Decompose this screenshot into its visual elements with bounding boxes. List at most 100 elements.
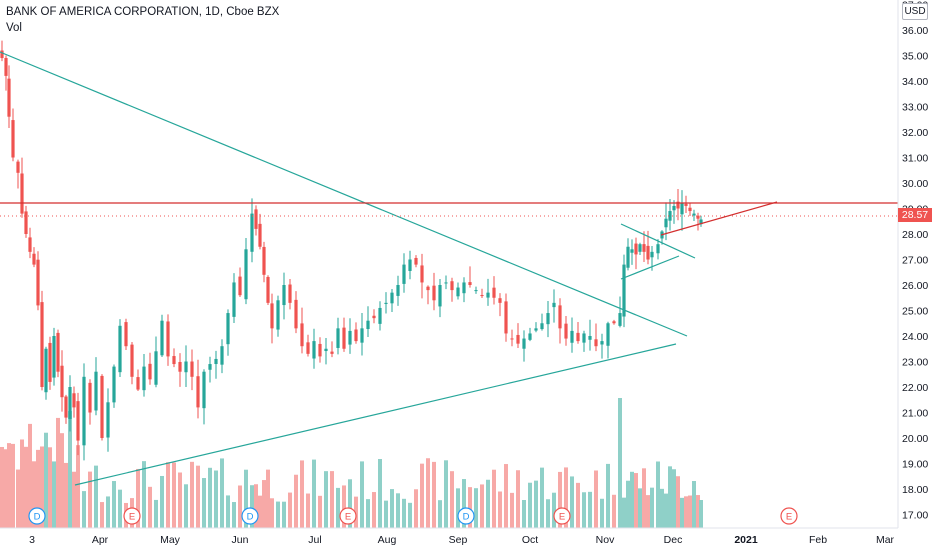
- candle: [330, 341, 334, 358]
- candle: [676, 188, 680, 221]
- event-marker-e[interactable]: E: [780, 507, 798, 525]
- candle: [48, 336, 52, 390]
- volume-bar: [384, 500, 388, 528]
- price-tick-label: 28.00: [902, 229, 928, 241]
- volume-bar: [56, 417, 60, 528]
- event-marker-e[interactable]: E: [123, 507, 141, 525]
- currency-button[interactable]: USD: [902, 3, 928, 20]
- price-tick-label: 25.00: [902, 306, 928, 318]
- volume-bar: [656, 461, 660, 528]
- candle: [266, 275, 270, 306]
- price-tick-label: 33.00: [902, 102, 928, 114]
- volume-label: Vol: [6, 22, 22, 34]
- price-tick-label: 35.00: [902, 51, 928, 63]
- price-tick-label: 30.00: [902, 178, 928, 190]
- rising-wedge-line[interactable]: [660, 201, 778, 236]
- candle: [32, 247, 36, 268]
- volume-bar: [142, 461, 146, 528]
- candle: [56, 329, 60, 378]
- candle: [384, 292, 388, 314]
- volume-bar: [668, 466, 672, 528]
- volume-bar: [576, 482, 580, 528]
- candle: [360, 312, 364, 356]
- candle: [336, 317, 340, 355]
- volume-bar: [450, 471, 454, 528]
- volume-bar: [100, 502, 104, 528]
- volume-bar: [94, 465, 98, 528]
- candle: [232, 273, 236, 323]
- candle: [262, 241, 266, 283]
- volume-bar: [630, 471, 634, 528]
- event-marker-d[interactable]: D: [28, 507, 46, 525]
- volume-bar: [626, 480, 630, 528]
- descending-trendline[interactable]: [0, 51, 688, 337]
- event-marker-d[interactable]: D: [241, 507, 259, 525]
- volume-bar: [16, 469, 20, 528]
- volume-bar: [516, 470, 520, 528]
- event-marker-e[interactable]: E: [553, 507, 571, 525]
- candle: [68, 375, 72, 432]
- candle: [112, 364, 116, 408]
- event-marker-d[interactable]: D: [457, 507, 475, 525]
- volume-bar: [136, 468, 140, 528]
- volume-bar: [510, 492, 514, 528]
- time-axis[interactable]: 3 Apr May Jun Jul Aug Sep Oct Nov Dec 2021 Feb Mar: [0, 527, 898, 546]
- volume-bar: [564, 467, 568, 528]
- volume-bar: [366, 499, 370, 528]
- candle: [576, 321, 580, 344]
- candle: [699, 215, 703, 227]
- price-tick-label: 20.00: [902, 433, 928, 445]
- volume-bar: [282, 501, 286, 528]
- candle: [154, 336, 158, 388]
- candle: [294, 291, 298, 334]
- candle: [656, 239, 660, 260]
- volume-bar: [426, 458, 430, 528]
- volume-bar: [456, 488, 460, 528]
- time-tick-label: Oct: [522, 534, 538, 546]
- volume-bar: [462, 479, 466, 528]
- volume-bar: [638, 488, 642, 528]
- candle: [276, 295, 280, 337]
- volume-bar: [300, 460, 304, 528]
- volume-bar: [420, 463, 424, 528]
- candle: [618, 296, 622, 328]
- event-marker-e[interactable]: E: [339, 507, 357, 525]
- volume-bar: [276, 501, 280, 528]
- candle: [20, 157, 24, 218]
- candle: [504, 293, 508, 342]
- candle: [486, 278, 490, 306]
- pennant-lower-line[interactable]: [620, 255, 680, 280]
- volume-bar: [106, 496, 110, 528]
- svg-text:D: D: [247, 512, 254, 523]
- candle: [40, 290, 44, 391]
- volume-bar: [214, 470, 218, 528]
- candle: [130, 342, 134, 385]
- volume-bar: [588, 491, 592, 528]
- candle: [432, 272, 436, 311]
- candle: [402, 253, 406, 293]
- candle: [692, 209, 696, 222]
- candle: [254, 205, 258, 236]
- candle: [244, 237, 248, 305]
- candle: [672, 200, 676, 224]
- candle: [76, 392, 80, 456]
- price-tick-label: 34.00: [902, 76, 928, 88]
- candle: [510, 329, 514, 347]
- ascending-trendline[interactable]: [74, 343, 677, 486]
- candle: [28, 227, 32, 259]
- volume-bar: [36, 449, 40, 528]
- candle: [638, 242, 642, 256]
- candle: [106, 388, 110, 452]
- volume-bar: [642, 468, 646, 528]
- candle: [528, 327, 532, 342]
- pennant-upper-line[interactable]: [620, 223, 696, 259]
- candle: [498, 293, 502, 317]
- candle: [250, 198, 254, 263]
- volume-bar: [11, 443, 15, 528]
- candle: [214, 350, 218, 379]
- volume-bar: [266, 469, 270, 528]
- price-tick-label: 23.00: [902, 357, 928, 369]
- volume-bar: [154, 499, 158, 528]
- candle: [312, 328, 316, 369]
